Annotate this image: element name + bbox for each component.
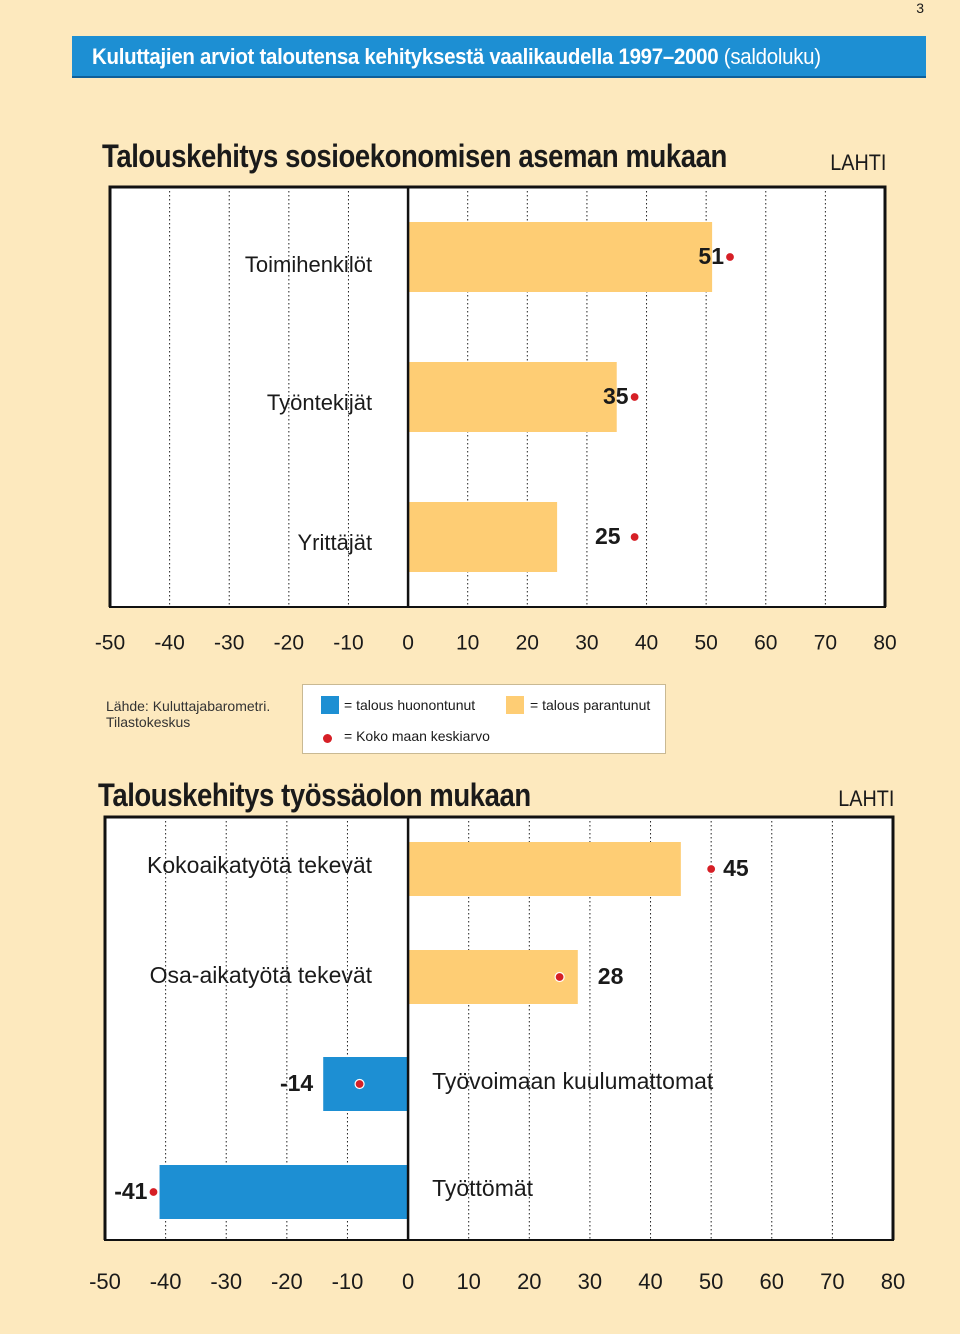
legend-worsened-label: = talous huonontunut [344,697,476,713]
chart2-tick-label: 30 [578,1269,602,1294]
chart1-region: LAHTI [829,150,886,175]
chart2-tick-label: 60 [760,1269,784,1294]
chart2-average-marker [706,863,717,875]
chart1-tick-label: 10 [456,632,479,655]
chart2-region: LAHTI [837,786,894,811]
chart1-tick-label: -50 [95,632,125,655]
chart1-bar [408,362,617,432]
chart1-category-label: Työntekijät [267,390,372,415]
chart1-average-marker [724,251,736,263]
source-line-1: Lähde: Kuluttajabarometri. [106,698,271,714]
chart1-average-marker [629,531,640,543]
source-line-2: Tilastokeskus [106,714,191,730]
chart2-tick-label: 70 [820,1269,844,1294]
chart2-frame [103,815,895,1240]
chart1-value-label: 35 [603,383,629,409]
chart2-value-label: 45 [723,855,749,881]
chart2-tick-label: -50 [89,1269,121,1294]
chart2-category-label: Kokoaikatyötä tekevät [147,852,373,878]
chart2-average-marker [354,1078,365,1090]
chart1-value-label: 51 [698,243,724,269]
chart2-tick-label: -40 [150,1269,182,1294]
chart1-title: Talouskehitys sosioekonomisen aseman muk… [102,138,727,174]
chart1-bar [408,222,713,292]
chart2-tick-label: -30 [210,1269,242,1294]
chart2-bar [408,842,681,896]
chart1-tick-label: -20 [274,632,304,655]
chart1-average-marker [629,391,640,403]
chart2-average-marker [554,971,565,983]
source-note: Lähde: Kuluttajabarometri. Tilastokeskus [106,698,270,730]
chart1-tick-label: -10 [333,632,363,655]
chart2-category-label: Työvoimaan kuulumattomat [432,1068,714,1094]
chart1-tick-label: -30 [214,632,244,655]
chart2-title: Talouskehitys työssäolon mukaan [98,777,531,813]
chart1-tick-label: 20 [516,632,539,655]
chart2-bar [408,950,578,1004]
legend: = talous huonontunut = talous parantunut… [302,684,666,754]
chart1-frame [108,185,887,607]
chart2-bar [323,1057,409,1111]
legend-average-marker [323,734,332,743]
chart2-tick-label: 20 [517,1269,541,1294]
chart1-tick-label: 30 [575,632,598,655]
chart1-tick-label: 0 [402,632,414,655]
chart2-tick-label: 40 [638,1269,662,1294]
banner-title: Kuluttajien arviot taloutensa kehitykses… [92,44,821,69]
chart2-tick-label: -20 [271,1269,303,1294]
chart1-bar [408,502,558,572]
legend-improved-swatch [506,696,524,714]
chart2-value-label: 28 [598,963,624,989]
chart2-value-label: -14 [280,1070,313,1096]
chart2-category-label: Työttömät [432,1175,534,1201]
chart1-value-label: 25 [595,523,621,549]
legend-improved-label: = talous parantunut [530,697,651,713]
legend-average-label: = Koko maan keskiarvo [344,728,490,744]
chart2-tick-label: 80 [881,1269,905,1294]
chart2-value-label: -41 [114,1178,147,1204]
page-number: 3 [916,0,924,16]
chart1-category-label: Yrittäjät [297,530,372,555]
chart1-tick-label: 50 [694,632,717,655]
legend-worsened-swatch [321,696,339,714]
chart1-tick-label: 70 [814,632,837,655]
chart2-bar [159,1165,409,1219]
banner-subtitle: (saldoluku) [723,44,821,69]
chart2-tick-label: 0 [402,1269,414,1294]
chart1-tick-label: -40 [154,632,184,655]
chart2-tick-label: 10 [456,1269,480,1294]
page-banner: Kuluttajien arviot taloutensa kehitykses… [72,36,926,78]
chart1-tick-label: 40 [635,632,658,655]
chart2-category-label: Osa-aikatyötä tekevät [150,962,373,988]
chart1-tick-label: 60 [754,632,777,655]
chart2-tick-label: 50 [699,1269,723,1294]
chart2-average-marker [148,1186,159,1198]
chart1-tick-label: 80 [873,632,896,655]
chart2-tick-label: -10 [332,1269,364,1294]
chart1-category-label: Toimihenkilöt [245,252,372,277]
